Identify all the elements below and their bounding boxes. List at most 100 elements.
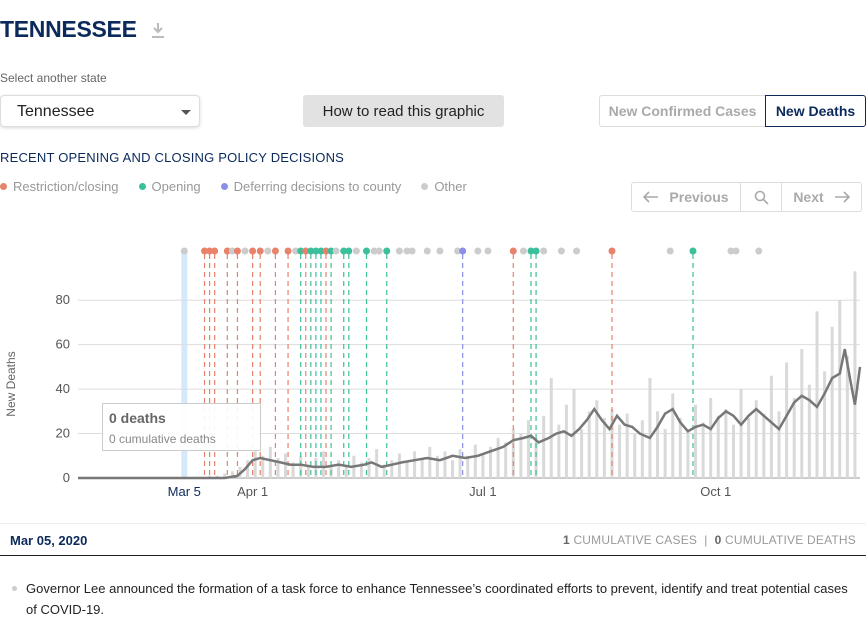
daily-bar [299, 455, 303, 478]
daily-bar [830, 326, 834, 478]
next-button[interactable]: Next [782, 183, 861, 211]
daily-bar [648, 378, 652, 478]
news-text: Governor Lee announced the formation of … [26, 581, 848, 617]
daily-bar [534, 438, 538, 478]
policy-event-dot [302, 247, 310, 255]
daily-bar [815, 311, 819, 478]
policy-event-dot [755, 247, 763, 255]
policy-event-dot [233, 247, 241, 255]
daily-bar [709, 398, 713, 478]
policy-event-dot [509, 247, 517, 255]
legend-other: Other [421, 179, 467, 194]
policy-event-dot [352, 247, 360, 255]
daily-bar [580, 429, 584, 478]
policy-event-dot [474, 247, 482, 255]
daily-bar [694, 404, 698, 478]
policy-event-dot [201, 247, 209, 255]
daily-bar [785, 362, 789, 478]
daily-bar [481, 453, 485, 478]
new-confirmed-cases-tab[interactable]: New Confirmed Cases [599, 95, 765, 127]
daily-bar [678, 418, 682, 478]
state-select[interactable]: Tennessee [0, 95, 200, 127]
policy-event-dot [241, 247, 249, 255]
policy-event-dot [395, 247, 403, 255]
daily-bar [321, 451, 325, 478]
daily-bar [359, 462, 363, 478]
policy-event-dot [228, 247, 236, 255]
daily-bar [473, 444, 477, 478]
x-tick-label: Apr 1 [237, 484, 268, 499]
download-icon[interactable] [150, 22, 166, 40]
daily-bar [564, 404, 568, 478]
daily-bar [807, 384, 811, 478]
policy-event-dot [408, 247, 416, 255]
legend-county: Deferring decisions to county [220, 179, 402, 194]
daily-bar [291, 462, 295, 478]
daily-bar [420, 458, 424, 478]
daily-bar [754, 400, 758, 478]
search-button[interactable] [741, 183, 782, 211]
policy-event-dot [573, 247, 581, 255]
policy-event-dot [732, 247, 740, 255]
policy-event-dot [292, 247, 300, 255]
y-tick-label: 0 [63, 470, 70, 485]
legend-label: Restriction/closing [13, 179, 119, 194]
policy-event-dot [666, 247, 674, 255]
policy-event-dot [307, 247, 315, 255]
daily-bar [344, 464, 348, 478]
arrow-left-icon [643, 191, 659, 203]
daily-bar [587, 411, 591, 478]
policy-event-dot [206, 247, 214, 255]
policy-event-dot [484, 247, 492, 255]
daily-bar [663, 429, 667, 478]
policy-event-dot [223, 247, 231, 255]
daily-bar [853, 271, 857, 478]
daily-bar [701, 422, 705, 478]
legend-label: Deferring decisions to county [233, 179, 402, 194]
new-deaths-chart[interactable]: 0 20 40 60 80 Mar 5 Apr 1 Jul 1 Oct 1 New Death… [0, 240, 866, 510]
x-tick-label: Jul 1 [469, 484, 496, 499]
daily-bar [246, 460, 250, 478]
policy-event-dot [340, 247, 348, 255]
daily-bar [413, 451, 417, 478]
daily-bar [640, 420, 644, 478]
daily-bar [800, 349, 804, 478]
daily-bar [769, 375, 773, 478]
selected-date: Mar 05, 2020 [10, 533, 88, 548]
daily-bar [777, 411, 781, 478]
tooltip-cumulative: 0 cumulative deaths [109, 432, 216, 446]
y-axis-label: New Deaths [4, 351, 18, 416]
policy-event-dot [211, 247, 219, 255]
daily-bar [762, 413, 766, 478]
daily-bar [466, 455, 470, 478]
daily-bar [337, 460, 341, 478]
tooltip-deaths: 0 deaths [109, 410, 166, 426]
daily-bar [625, 413, 629, 478]
new-deaths-tab[interactable]: New Deaths [765, 95, 866, 127]
legend-opening: Opening [138, 179, 201, 194]
cumulative-deaths-count: 0 [714, 533, 722, 547]
daily-bar [451, 460, 455, 478]
daily-bar [549, 378, 553, 478]
policy-event-dot [608, 247, 616, 255]
daily-bar [542, 415, 546, 478]
stats-separator: | [704, 533, 708, 547]
policy-event-dot [557, 247, 565, 255]
policy-legend: Restriction/closing Opening Deferring de… [0, 179, 467, 194]
how-to-read-button[interactable]: How to read this graphic [303, 95, 504, 127]
daily-bar [230, 471, 234, 478]
policy-event-dot [249, 247, 257, 255]
daily-bar [223, 473, 227, 478]
search-icon [754, 190, 769, 205]
daily-bar [845, 355, 849, 478]
daily-bar [671, 393, 675, 478]
daily-bar [557, 424, 561, 478]
daily-bar [253, 451, 257, 478]
x-tick-label: Oct 1 [700, 484, 731, 499]
previous-button[interactable]: Previous [632, 183, 741, 211]
policy-event-dot [332, 247, 340, 255]
policy-event-dot [180, 247, 188, 255]
daily-bar [261, 455, 265, 478]
daily-bar [268, 446, 272, 478]
legend-label: Opening [151, 179, 201, 194]
